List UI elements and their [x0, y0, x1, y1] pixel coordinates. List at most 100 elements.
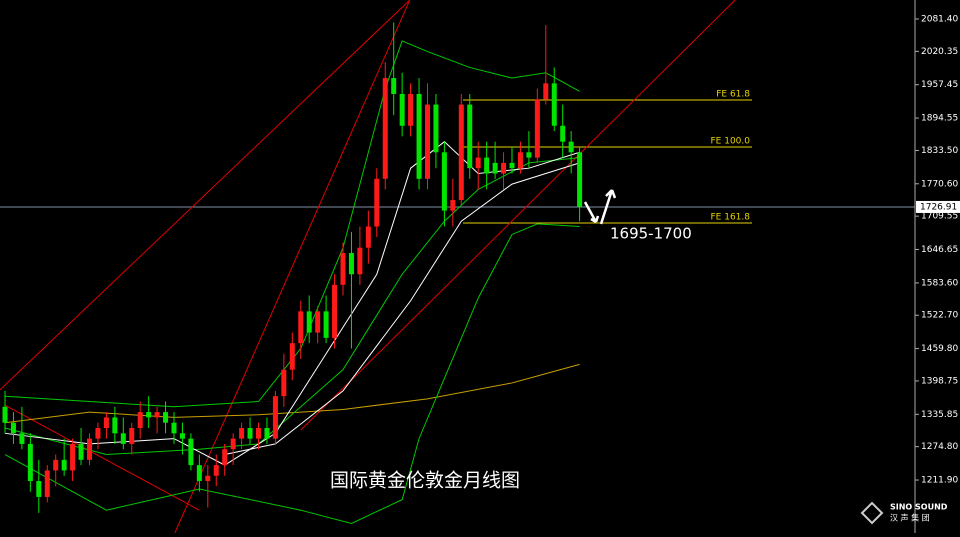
- candle-body: [543, 83, 549, 100]
- candle-body: [382, 78, 388, 179]
- y-tick-label: 1709.55: [921, 212, 958, 222]
- candle-body: [365, 226, 371, 248]
- candle-body: [416, 93, 422, 179]
- candle-body: [458, 104, 464, 201]
- candle-body: [264, 428, 270, 439]
- candle-body: [27, 443, 33, 482]
- current-price-box: [916, 200, 960, 213]
- trend-line: [174, 0, 411, 533]
- candle-body: [501, 162, 507, 174]
- y-tick-label: 1335.85: [921, 410, 958, 420]
- candle-body: [247, 428, 253, 439]
- candle-body: [340, 253, 346, 285]
- candle-body: [534, 99, 540, 158]
- candle-body: [154, 412, 160, 418]
- candle-body: [61, 459, 67, 471]
- candle-body: [213, 465, 219, 476]
- candle-body: [391, 78, 397, 94]
- candle-body: [408, 93, 414, 126]
- up-arrow: [599, 189, 617, 225]
- y-tick-label: 2020.35: [921, 47, 958, 57]
- y-tick-label: 1274.80: [921, 442, 958, 452]
- candle-body: [399, 93, 405, 126]
- candle-body: [433, 104, 439, 153]
- plot-area: FE 61.8 FE 100.0 FE 161.8: [0, 0, 915, 533]
- candle-body: [146, 412, 152, 418]
- candle-body: [19, 433, 25, 444]
- trend-line: [0, 0, 411, 391]
- candle-body: [53, 459, 59, 471]
- fib-label: FE 100.0: [711, 136, 751, 146]
- candle-body: [374, 178, 380, 227]
- y-tick-label: 1894.55: [921, 114, 958, 124]
- y-tick-label: 1646.65: [921, 245, 958, 255]
- candle-body: [306, 311, 312, 333]
- candle-body: [137, 412, 143, 429]
- y-tick-label: 1770.60: [921, 179, 958, 189]
- indicator-line: [4, 157, 580, 456]
- candle-body: [298, 311, 304, 344]
- candle-body: [577, 152, 583, 207]
- candle-body: [222, 449, 228, 466]
- caption: 国际黄金伦敦金月线图: [330, 470, 520, 492]
- candle-body: [95, 428, 101, 439]
- candle-body: [10, 422, 16, 434]
- trend-line: [4, 404, 200, 511]
- y-tick-label: 1459.80: [921, 344, 958, 354]
- candle-body: [179, 433, 185, 439]
- candle-body: [205, 475, 211, 482]
- candle-body: [196, 465, 202, 482]
- candle-body: [272, 396, 278, 439]
- candle-body: [281, 369, 287, 397]
- annotation: 1695-1700: [610, 225, 692, 243]
- logo-icon: [860, 501, 884, 525]
- candle-body: [357, 247, 363, 275]
- candle-body: [2, 406, 8, 423]
- candle-body: [289, 343, 295, 370]
- indicator-line: [4, 223, 580, 524]
- candle-body: [323, 311, 329, 338]
- candle-body: [87, 438, 92, 460]
- y-tick-label: 1833.50: [921, 146, 958, 156]
- candle-body: [441, 152, 447, 211]
- candle-body: [188, 438, 194, 466]
- candle-body: [171, 422, 177, 434]
- candle-body: [120, 433, 126, 444]
- candle-body: [484, 157, 490, 174]
- fib-label: FE 161.8: [711, 212, 751, 222]
- candle-body: [44, 470, 50, 497]
- current-price-label: 1726.91: [920, 202, 957, 212]
- candle-body: [103, 417, 109, 429]
- y-tick-label: 1957.45: [921, 80, 958, 90]
- y-tick-label: 1583.60: [921, 278, 958, 288]
- candle-body: [467, 104, 473, 169]
- candle-body: [551, 83, 557, 126]
- price-axis-labels: 2081.40 2020.35 1957.45 1894.55 1833.50 1770.…: [915, 14, 960, 486]
- candle-body: [560, 125, 566, 142]
- trend-line: [300, 0, 736, 431]
- logo-name: SINO SOUND: [890, 503, 948, 512]
- down-arrow: [583, 201, 600, 224]
- candle-body: [230, 438, 236, 450]
- candle-body: [450, 200, 456, 211]
- candle-body: [517, 152, 523, 169]
- candle-body: [348, 253, 354, 275]
- candle-body: [163, 412, 169, 423]
- candle-body: [315, 311, 321, 333]
- logo: SINO SOUND 汉 声 集 团: [860, 501, 948, 525]
- fib-label: FE 61.8: [716, 90, 750, 100]
- candle-body: [509, 162, 515, 169]
- candle-body: [78, 443, 84, 460]
- candle-body: [70, 443, 76, 471]
- candle-body: [36, 481, 42, 497]
- y-tick-label: 1522.70: [921, 311, 958, 321]
- candle-body: [526, 152, 532, 158]
- y-tick-label: 1398.75: [921, 376, 958, 386]
- candle-body: [129, 428, 135, 444]
- indicator-line: [4, 363, 580, 424]
- candle-body: [492, 162, 498, 174]
- candle-body: [425, 104, 430, 179]
- logo-sub: 汉 声 集 团: [890, 513, 930, 523]
- candle-body: [568, 141, 574, 153]
